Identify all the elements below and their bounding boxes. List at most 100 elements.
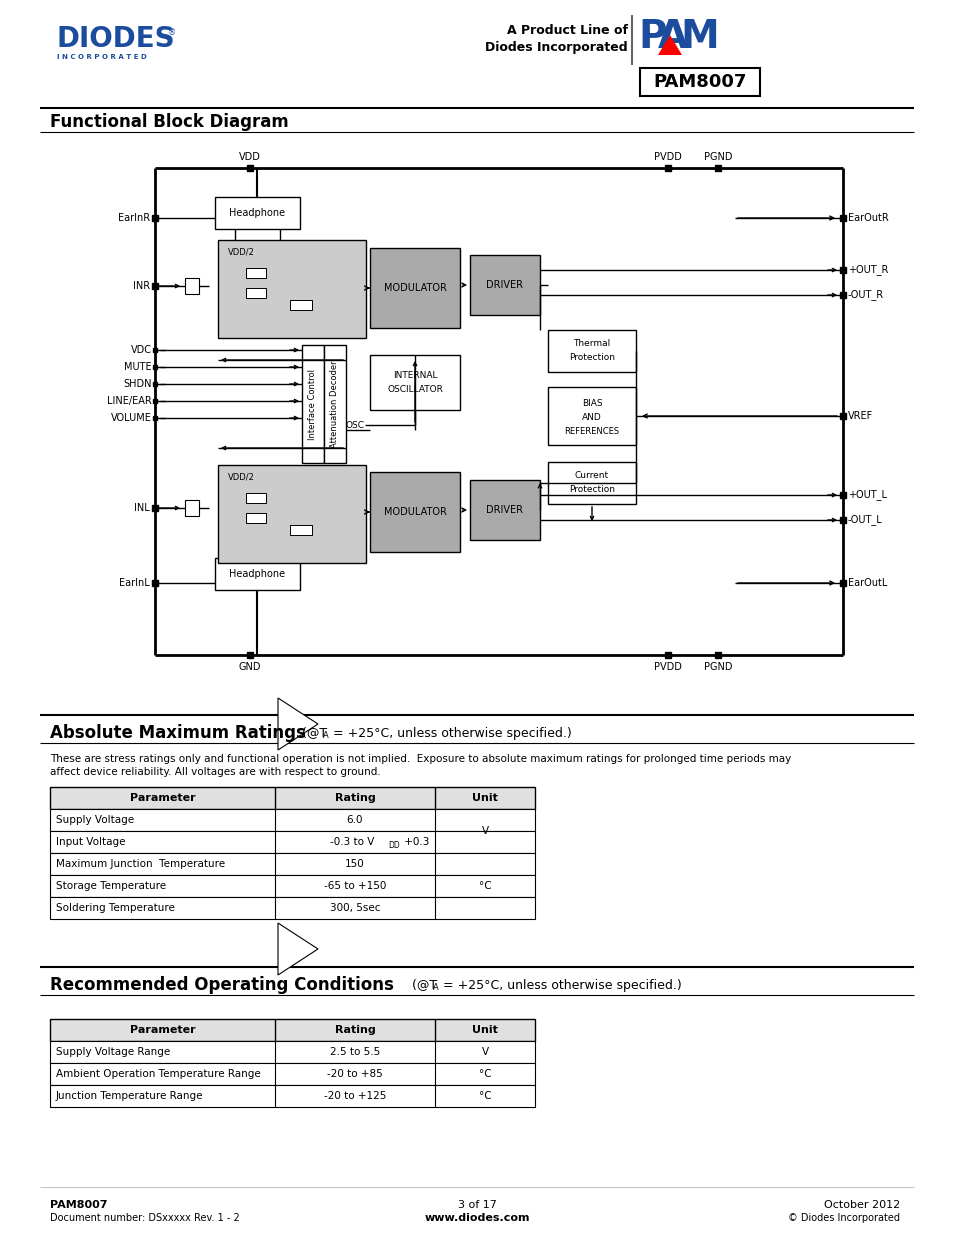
Bar — [50, 897, 535, 919]
Bar — [214, 198, 299, 228]
Bar — [50, 876, 535, 897]
Text: DIODES: DIODES — [57, 25, 175, 53]
Polygon shape — [277, 698, 317, 750]
Text: (@T: (@T — [297, 726, 327, 740]
Text: Absolute Maximum Ratings: Absolute Maximum Ratings — [50, 724, 306, 742]
Text: A: A — [323, 730, 329, 740]
Text: A: A — [658, 19, 687, 56]
Text: INR: INR — [132, 282, 150, 291]
Text: Input Voltage: Input Voltage — [56, 837, 126, 847]
Text: Parameter: Parameter — [130, 793, 195, 803]
Text: EarInR: EarInR — [118, 212, 150, 224]
Text: °C: °C — [478, 881, 491, 890]
Text: VREF: VREF — [847, 411, 872, 421]
Text: INL: INL — [134, 503, 150, 513]
Text: EarOutL: EarOutL — [847, 578, 886, 588]
Bar — [547, 387, 636, 445]
Text: ®: ® — [168, 28, 176, 37]
Text: AND: AND — [581, 412, 601, 421]
Text: VDD: VDD — [239, 152, 261, 162]
Text: -20 to +125: -20 to +125 — [323, 1091, 386, 1100]
Text: P: P — [638, 19, 666, 56]
Text: EarInL: EarInL — [119, 578, 150, 588]
Text: Document number: DSxxxxx Rev. 1 - 2: Document number: DSxxxxx Rev. 1 - 2 — [50, 1213, 239, 1223]
Text: Headphone: Headphone — [230, 207, 285, 219]
Bar — [370, 354, 459, 410]
Polygon shape — [658, 35, 681, 56]
Bar — [246, 493, 266, 503]
Bar — [290, 525, 312, 535]
Bar — [218, 240, 366, 338]
Text: Protection: Protection — [568, 485, 615, 494]
Text: Unit: Unit — [472, 1025, 497, 1035]
Text: Supply Voltage Range: Supply Voltage Range — [56, 1047, 170, 1057]
Text: +OUT_R: +OUT_R — [847, 264, 887, 275]
Text: °C: °C — [478, 1091, 491, 1100]
Bar — [185, 500, 199, 516]
Text: = +25°C, unless otherwise specified.): = +25°C, unless otherwise specified.) — [329, 726, 571, 740]
Text: -20 to +85: -20 to +85 — [327, 1070, 382, 1079]
Bar — [290, 300, 312, 310]
Bar — [50, 1063, 535, 1086]
Text: MODULATOR: MODULATOR — [383, 283, 446, 293]
Text: MUTE: MUTE — [124, 362, 152, 372]
Text: V: V — [481, 826, 488, 836]
Text: These are stress ratings only and functional operation is not implied.  Exposure: These are stress ratings only and functi… — [50, 755, 790, 764]
Text: SHDN: SHDN — [123, 379, 152, 389]
Bar — [50, 787, 535, 809]
Text: OSC: OSC — [346, 420, 365, 430]
Text: Current: Current — [575, 472, 608, 480]
Text: +0.3: +0.3 — [400, 837, 429, 847]
Text: PAM8007: PAM8007 — [653, 73, 746, 91]
Text: 2.5 to 5.5: 2.5 to 5.5 — [330, 1047, 379, 1057]
Text: Soldering Temperature: Soldering Temperature — [56, 903, 174, 913]
Text: REFERENCES: REFERENCES — [564, 426, 618, 436]
Bar — [470, 254, 539, 315]
Text: °C: °C — [478, 1070, 491, 1079]
Text: VDC: VDC — [131, 345, 152, 354]
Text: EarOutR: EarOutR — [847, 212, 888, 224]
Text: Maximum Junction  Temperature: Maximum Junction Temperature — [56, 860, 225, 869]
Text: Unit: Unit — [472, 793, 497, 803]
Text: DD: DD — [388, 841, 399, 850]
Text: Rating: Rating — [335, 793, 375, 803]
Text: Parameter: Parameter — [130, 1025, 195, 1035]
Bar — [547, 462, 636, 504]
Text: PAM8007: PAM8007 — [50, 1200, 108, 1210]
Text: Diodes Incorporated: Diodes Incorporated — [485, 42, 627, 54]
Bar — [324, 345, 346, 463]
Text: LINE/EAR: LINE/EAR — [107, 396, 152, 406]
Text: 6.0: 6.0 — [346, 815, 363, 825]
Text: Ambient Operation Temperature Range: Ambient Operation Temperature Range — [56, 1070, 260, 1079]
Bar — [50, 853, 535, 876]
Text: 150: 150 — [345, 860, 364, 869]
Text: DRIVER: DRIVER — [486, 280, 523, 290]
Text: PVDD: PVDD — [654, 152, 681, 162]
Bar — [246, 513, 266, 522]
Text: OSCILLATOR: OSCILLATOR — [387, 385, 442, 394]
Bar — [50, 1086, 535, 1107]
Text: -65 to +150: -65 to +150 — [323, 881, 386, 890]
Text: GND: GND — [238, 662, 261, 672]
Bar — [246, 268, 266, 278]
Text: DRIVER: DRIVER — [486, 505, 523, 515]
Text: MODULATOR: MODULATOR — [383, 508, 446, 517]
Text: +OUT_L: +OUT_L — [847, 489, 886, 500]
Text: BIAS: BIAS — [581, 399, 601, 408]
Text: PVDD: PVDD — [654, 662, 681, 672]
Text: Functional Block Diagram: Functional Block Diagram — [50, 112, 289, 131]
Text: PGND: PGND — [703, 152, 732, 162]
Text: A Product Line of: A Product Line of — [506, 23, 627, 37]
Text: -OUT_L: -OUT_L — [847, 515, 882, 525]
Bar — [50, 1041, 535, 1063]
Bar — [246, 288, 266, 298]
Text: VOLUME: VOLUME — [111, 412, 152, 424]
Bar — [470, 480, 539, 540]
Text: Junction Temperature Range: Junction Temperature Range — [56, 1091, 203, 1100]
Polygon shape — [277, 923, 317, 974]
Text: Interface Control: Interface Control — [308, 368, 317, 440]
Text: -OUT_R: -OUT_R — [847, 289, 883, 300]
Text: A: A — [433, 983, 438, 992]
Text: Supply Voltage: Supply Voltage — [56, 815, 134, 825]
Bar — [547, 330, 636, 372]
